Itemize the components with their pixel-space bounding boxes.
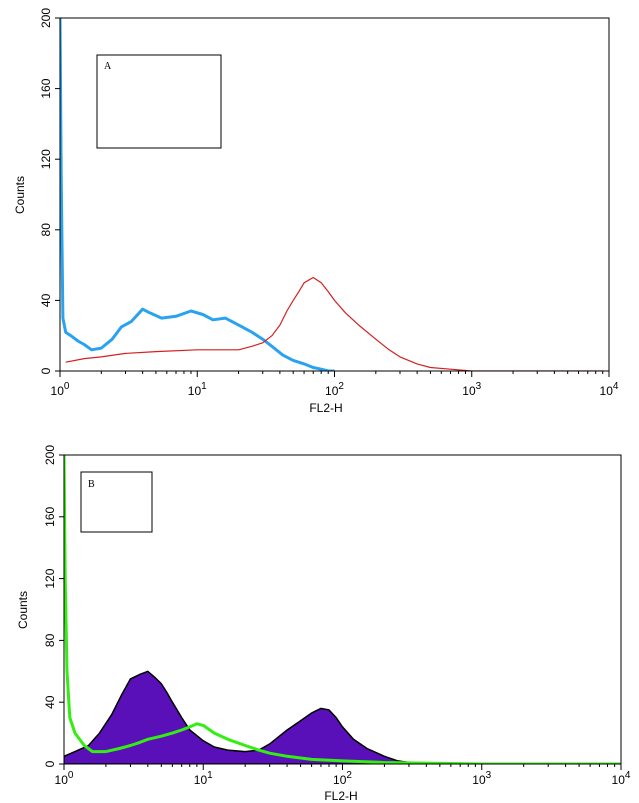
panel-b-series-0 — [64, 670, 621, 764]
panel-b-y-axis: 0 40 80 120 160 200 — [43, 445, 64, 767]
panel-a-y-tick-label: 40 — [39, 293, 53, 307]
panel-a-plot-clip-group — [60, 18, 603, 371]
panel-b-x-tick-label: 100 — [55, 770, 74, 787]
panel-b-x-tick-label: 104 — [612, 770, 631, 787]
panel-b-x-tick-label: 102 — [333, 770, 352, 787]
panel-a-x-tick-label: 104 — [600, 381, 619, 398]
panel-a-x-axis-label: FL2-H — [309, 401, 342, 415]
panel-a-y-tick-label: 120 — [39, 149, 53, 169]
panel-b-y-tick-label: 160 — [43, 506, 57, 526]
panel-b-series-1 — [64, 455, 621, 764]
panel-a-gate-label: A — [104, 61, 112, 72]
panel-a-y-tick-label: 0 — [39, 367, 53, 374]
panel-b-x-tick-label: 103 — [472, 770, 491, 787]
panel-a-y-tick-label: 80 — [39, 223, 53, 237]
panel-a: 0 40 80 120 160 200 100 101 102 103 104 Counts FL… — [13, 8, 619, 415]
panel-a-x-tick-label: 102 — [325, 381, 344, 398]
panel-b-y-tick-label: 40 — [43, 695, 57, 709]
panel-b-x-axis-label: FL2-H — [324, 789, 357, 803]
panel-a-y-axis-label: Counts — [13, 176, 27, 214]
panel-b-plot-clip-group — [64, 455, 621, 764]
panel-b-gate-label: B — [88, 479, 95, 490]
panel-b-x-tick-label: 101 — [194, 770, 213, 787]
panel-a-x-tick-label: 101 — [188, 381, 207, 398]
panel-b-y-tick-label: 0 — [43, 760, 57, 767]
panel-b-y-tick-label: 80 — [43, 633, 57, 647]
panel-b-gate-box — [80, 471, 153, 533]
panel-a-x-tick-label: 103 — [462, 381, 481, 398]
panel-b-y-tick-label: 120 — [43, 568, 57, 588]
panel-a-y-tick-label: 160 — [39, 78, 53, 98]
panel-b-x-axis: 100 101 102 103 104 — [55, 764, 631, 787]
panel-b-series-group — [64, 455, 621, 764]
panel-a-x-axis: 100 101 102 103 104 — [51, 371, 619, 398]
panel-a-series-group — [60, 18, 603, 371]
panel-a-series-0 — [60, 18, 335, 371]
panel-b: 0 40 80 120 160 200 100 101 102 103 104 Counts FL… — [16, 445, 631, 803]
panel-a-series-1 — [65, 276, 603, 371]
panel-b-y-tick-label: 200 — [43, 445, 57, 465]
panel-a-y-axis: 0 40 80 120 160 200 — [39, 8, 60, 374]
panel-b-y-axis-label: Counts — [16, 591, 30, 629]
panel-a-x-tick-label: 100 — [51, 381, 70, 398]
panel-a-y-tick-label: 200 — [39, 8, 53, 28]
panel-a-gate-box — [96, 54, 222, 149]
